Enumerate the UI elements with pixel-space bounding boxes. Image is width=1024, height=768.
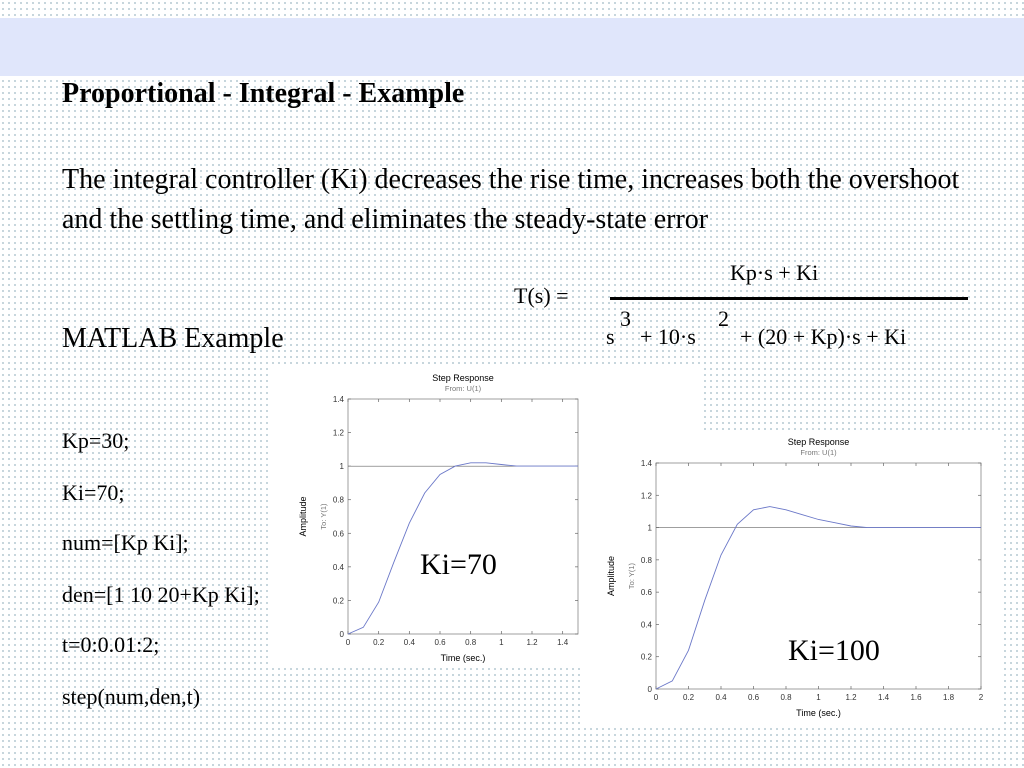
- x-axis-label: Time (sec.): [796, 708, 841, 718]
- slide-title: Proportional - Integral - Example: [62, 78, 465, 109]
- chart-title: Step Response: [788, 437, 850, 447]
- fraction-bar: [610, 297, 968, 300]
- description-text: The integral controller (Ki) decreases t…: [62, 164, 960, 235]
- code-line-ki: Ki=70;: [62, 480, 125, 505]
- formula-den-mid: + 10·s: [640, 324, 696, 349]
- step-response-line: [347, 462, 578, 635]
- y-tick-label: 1: [648, 524, 653, 533]
- transfer-function: T(s) = Kp·s + Ki s 3 + 10·s 2 + (20 + Kp…: [500, 250, 980, 360]
- y-tick-label: 1: [340, 462, 345, 471]
- y-tick-label: 0.4: [333, 563, 345, 572]
- x-tick-label: 1.6: [910, 693, 922, 702]
- y-tick-label: 1.2: [641, 491, 653, 500]
- x-tick-label: 0.8: [780, 693, 792, 702]
- step-response-line: [655, 506, 981, 690]
- axes-frame: [347, 398, 579, 635]
- x-tick-label: 1.4: [557, 638, 569, 647]
- top-band: [0, 18, 1024, 76]
- chart-subtitle: From: U(1): [445, 384, 482, 393]
- ki100-label: Ki=100: [788, 634, 880, 667]
- code-line-kp: Kp=30;: [62, 428, 130, 453]
- y-axis-sublabel: To: Y(1): [627, 562, 636, 589]
- x-tick-label: 1: [499, 638, 504, 647]
- x-tick-label: 0.2: [373, 638, 385, 647]
- step-response-plot-ki100: Step Response From: U(1) 0 0.2 0.4 0.6 0.8 1 1.2…: [580, 432, 1000, 724]
- x-tick-label: 0: [654, 693, 659, 702]
- x-tick-label: 0.8: [465, 638, 477, 647]
- x-tick-label: 1: [816, 693, 821, 702]
- chart-subtitle: From: U(1): [800, 448, 837, 457]
- x-tick-label: 1.2: [845, 693, 857, 702]
- code-line-step: step(num,den,t): [62, 684, 201, 709]
- code-line-num: num=[Kp Ki];: [62, 530, 189, 555]
- formula-den-s: s: [606, 324, 615, 349]
- chart-title: Step Response: [432, 373, 494, 383]
- formula-numerator: Kp·s + Ki: [730, 260, 819, 285]
- ki70-label: Ki=70: [420, 548, 497, 581]
- x-tick-label: 0.6: [748, 693, 760, 702]
- y-axis-label: Amplitude: [298, 496, 308, 536]
- y-tick-label: 0.8: [333, 496, 345, 505]
- formula-den-exp1: 3: [620, 306, 631, 331]
- matlab-heading: MATLAB Example: [62, 323, 284, 354]
- x-tick-label: 0.6: [434, 638, 446, 647]
- x-tick-label: 2: [979, 693, 984, 702]
- y-axis-label: Amplitude: [606, 556, 616, 596]
- y-axis-sublabel: To: Y(1): [319, 503, 328, 530]
- x-tick-label: 1.8: [943, 693, 955, 702]
- code-line-den: den=[1 10 20+Kp Ki];: [62, 582, 260, 607]
- formula-lhs: T(s) =: [514, 283, 569, 308]
- y-tick-label: 0.2: [333, 596, 345, 605]
- y-tick-label: 1.4: [641, 459, 653, 468]
- y-tick-label: 0.4: [641, 620, 653, 629]
- y-tick-label: 0.6: [641, 588, 653, 597]
- y-tick-label: 1.2: [333, 429, 345, 438]
- y-tick-label: 0.2: [641, 653, 653, 662]
- y-tick-label: 0.6: [333, 529, 345, 538]
- x-tick-label: 0: [346, 638, 351, 647]
- code-line-t: t=0:0.01:2;: [62, 632, 160, 657]
- x-tick-label: 1.4: [878, 693, 890, 702]
- x-tick-label: 0.4: [404, 638, 416, 647]
- x-axis-label: Time (sec.): [441, 653, 486, 663]
- x-tick-label: 0.2: [683, 693, 695, 702]
- y-tick-label: 1.4: [333, 395, 345, 404]
- y-tick-label: 0: [648, 685, 653, 694]
- y-tick-label: 0: [340, 630, 345, 639]
- y-tick-label: 0.8: [641, 556, 653, 565]
- formula-den-exp2: 2: [718, 306, 729, 331]
- formula-den-tail: + (20 + Kp)·s + Ki: [740, 324, 907, 349]
- x-tick-label: 1.2: [526, 638, 538, 647]
- x-tick-label: 0.4: [715, 693, 727, 702]
